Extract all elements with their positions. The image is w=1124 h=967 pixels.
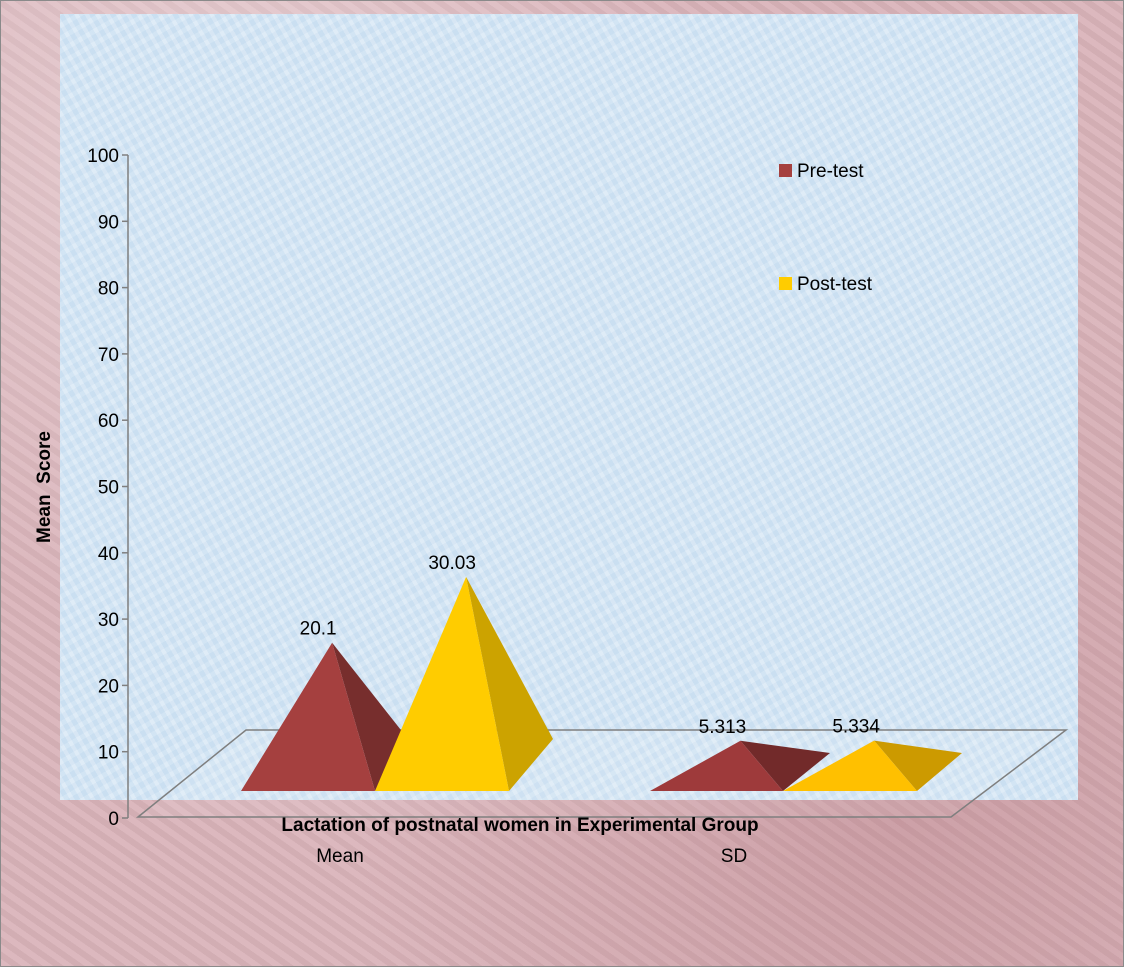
y-axis-title: Mean Score [34, 431, 55, 543]
pyramid-pre-test-sd [650, 740, 783, 791]
legend-label-pre-test: Pre-test [797, 161, 864, 182]
data-label-post-test-sd: 5.334 [832, 717, 880, 738]
data-label-pre-test-sd: 5.313 [699, 717, 747, 738]
plot-area [60, 14, 1078, 800]
category-label-sd: SD [721, 846, 747, 867]
data-label-pre-test-mean: 20.1 [300, 619, 337, 640]
y-tick-label: 0 [108, 809, 119, 830]
data-label-post-test-mean: 30.03 [428, 553, 476, 574]
category-label-mean: Mean [316, 846, 364, 867]
pyramid-pre-test-mean [241, 642, 375, 791]
y-tick-label: 30 [98, 610, 119, 631]
y-axis: 0 10 20 30 40 50 60 70 80 90 100 [87, 146, 129, 830]
pyramid-post-test-mean [375, 576, 509, 791]
pyramid-side-pre-test-mean [332, 642, 408, 791]
y-tick-label: 100 [87, 146, 119, 167]
pyramid-post-test-sd [783, 740, 917, 791]
chart-marks: 20.1 30.03 5.313 5.334 [241, 553, 962, 791]
pyramid-side-post-test-mean [466, 576, 553, 791]
legend: Pre-test Post-test [779, 161, 873, 295]
y-tick-label: 70 [98, 345, 119, 366]
x-axis-title: Lactation of postnatal women in Experime… [281, 815, 758, 836]
pyramid-side-post-test-sd [874, 740, 962, 791]
y-tick-label: 40 [98, 544, 119, 565]
y-tick-label: 50 [98, 478, 119, 499]
y-tick-label: 10 [98, 743, 119, 764]
pyramid-side-pre-test-sd [740, 740, 830, 791]
y-tick-label: 20 [98, 676, 119, 697]
y-tick-label: 60 [98, 411, 119, 432]
legend-swatch-post-test [779, 277, 792, 290]
legend-swatch-pre-test [779, 164, 792, 177]
y-tick-label: 80 [98, 279, 119, 300]
y-tick-label: 90 [98, 212, 119, 233]
legend-label-post-test: Post-test [797, 274, 873, 295]
